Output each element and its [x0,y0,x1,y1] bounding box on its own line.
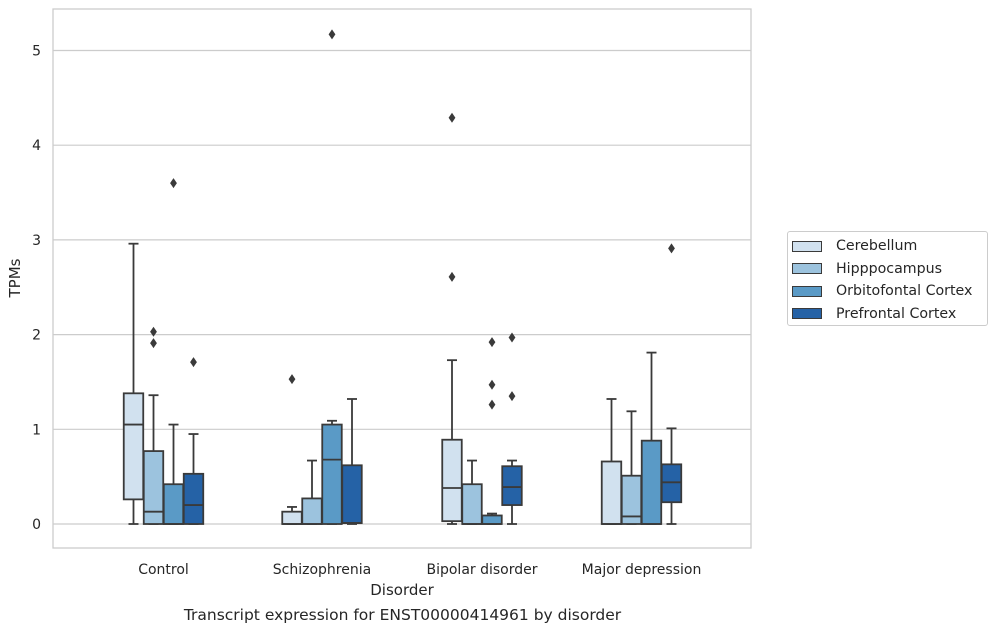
y-axis-label: TPMs [6,258,24,298]
box [301,497,323,525]
box [461,483,483,525]
chart-caption: Transcript expression for ENST0000041496… [183,606,622,624]
box [501,465,523,506]
outlier-point [150,326,157,337]
box [321,423,343,525]
outlier-point [328,29,336,40]
box-group [620,410,643,525]
box-group [501,332,523,525]
box-group [640,351,663,525]
box [660,463,683,504]
x-tick-label: Major depression [582,562,702,578]
x-axis-label: Disorder [370,581,434,599]
outlier-point [508,332,516,343]
box [281,510,303,525]
outlier-point [288,374,296,385]
outlier-point [508,391,516,402]
outlier-point [668,243,675,254]
y-tick-label: 4 [32,138,41,154]
outlier-point [448,271,456,282]
outlier-point [488,379,496,390]
x-tick-label: Schizophrenia [273,562,371,578]
box-group [301,459,323,525]
box [600,460,623,525]
box-group [600,398,623,525]
box-group [162,178,185,525]
box [341,464,363,524]
box [182,472,205,525]
y-tick-label: 3 [32,233,41,249]
legend-swatch [792,240,822,252]
legend-swatch [792,308,822,320]
legend-item: Hipppocampus [792,258,987,281]
box-group [481,337,503,525]
box-group [182,357,205,525]
y-tick-label: 5 [32,44,41,60]
outlier-point [448,112,456,123]
box [481,514,503,525]
plot-frame [52,8,752,549]
outlier-point [190,357,197,368]
box-group [122,242,145,525]
box-group [321,29,343,525]
box-marks [122,29,683,525]
box [441,438,463,523]
box-group [461,459,483,525]
box-group [341,398,363,525]
outlier-point [488,337,496,348]
legend-item: Prefrontal Cortex [792,303,987,326]
y-tick-label: 2 [32,328,41,344]
legend-item: Orbitofontal Cortex [792,280,987,303]
x-tick-label: Bipolar disorder [426,562,537,578]
box-group [281,374,303,525]
box [640,439,663,525]
legend-label: Orbitofontal Cortex [836,283,973,300]
outlier-point [488,399,496,410]
box [142,450,165,525]
x-axis-ticks: Control Schizophrenia Bipolar disorder Majo… [138,562,701,578]
legend-item: Cerebellum [792,235,987,258]
box-group [660,243,683,525]
outlier-point [150,338,157,349]
legend-label: Hipppocampus [836,260,943,277]
legend-label: Prefrontal Cortex [836,305,957,322]
box [162,483,185,525]
box-group [142,326,165,525]
legend-swatch [792,263,822,275]
box [122,392,145,501]
legend-swatch [792,285,822,297]
chart-legend: Cerebellum Hipppocampus Orbitofontal Corte… [787,231,988,326]
box-group [441,112,463,525]
y-axis-ticks: 0 1 2 3 4 5 [32,44,41,534]
x-tick-label: Control [138,562,189,578]
outlier-point [170,178,177,189]
legend-label: Cerebellum [836,238,918,255]
y-tick-label: 0 [32,517,41,533]
y-tick-label: 1 [32,422,41,438]
